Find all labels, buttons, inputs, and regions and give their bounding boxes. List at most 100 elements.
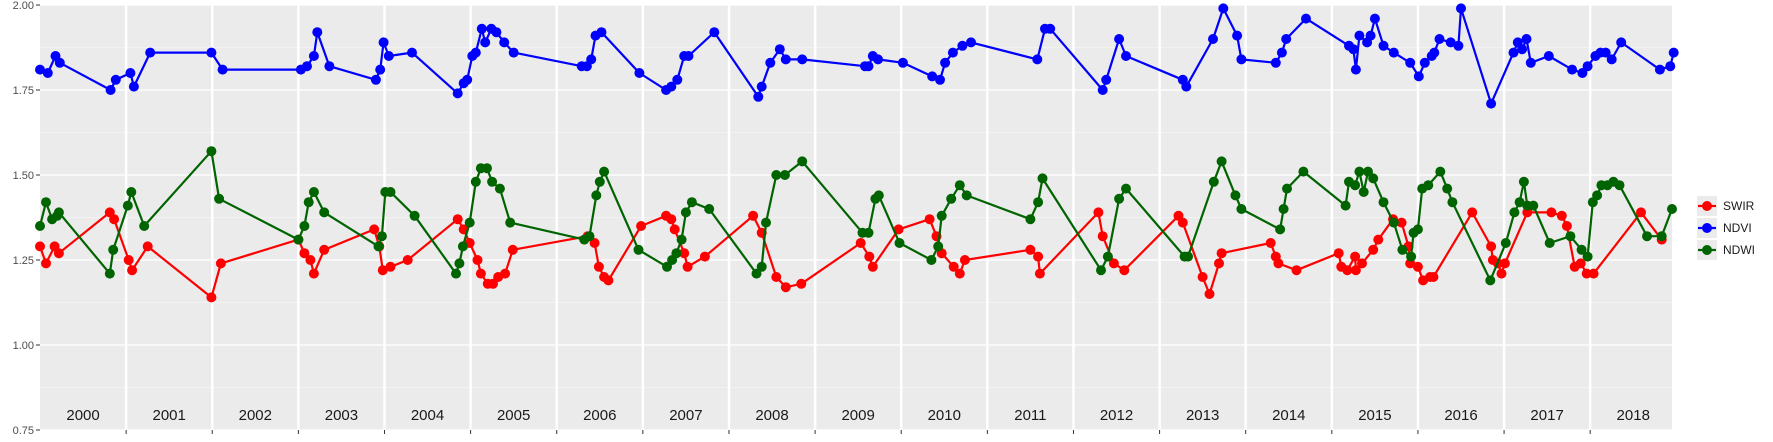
y-axis: 0.75 1.00 1.25 1.50 1.75 2.00 [13,0,40,437]
data-point-ndwi [470,176,481,187]
data-point-ndvi [370,74,381,85]
data-point-ndvi [312,27,323,38]
data-point-ndwi [122,200,133,211]
data-point-ndvi [480,37,491,48]
data-point-swir [507,244,518,255]
data-point-ndvi [1388,47,1399,58]
data-point-ndwi [451,268,461,279]
data-point-swir [127,265,138,276]
data-point-ndvi [1354,30,1365,41]
data-point-ndwi [454,258,465,269]
data-point-ndwi [936,210,947,221]
data-point-ndwi [671,248,682,259]
data-point-swir [1265,238,1276,248]
data-point-ndwi [584,231,595,242]
legend-key-point [1702,245,1712,255]
data-point-swir [53,248,64,259]
data-point-swir [1333,248,1344,259]
data-point-ndvi [452,88,463,99]
data-point-ndvi [683,51,694,61]
data-point-ndwi [1216,156,1227,167]
data-point-swir [1357,258,1367,269]
data-point-ndvi [897,57,908,68]
data-point-ndwi [1528,200,1539,211]
data-point-ndwi [961,190,972,201]
data-point-swir [1428,272,1439,282]
data-point-swir [780,282,791,293]
data-point-swir [1561,221,1572,231]
legend-item-swir[interactable]: SWIR [1697,196,1755,216]
data-point-ndwi [505,217,516,228]
data-point-swir [1467,207,1478,218]
data-point-swir [299,248,310,259]
data-point-ndvi [324,61,335,72]
legend-label: NDWI [1723,243,1755,257]
data-point-swir [1556,210,1567,221]
data-point-ndvi [1101,74,1112,85]
data-point-swir [669,224,680,235]
data-point-ndvi [1543,51,1554,61]
data-point-ndwi [1397,244,1408,255]
data-point-ndvi [1369,13,1380,24]
x-axis: 2000 2001 2002 2003 2004 2005 2006 2007 2008 2009… [66,407,1650,434]
legend-item-ndwi[interactable]: NDWI [1697,240,1755,260]
data-point-ndwi [1037,173,1048,184]
data-point-swir [1197,272,1208,282]
data-point-ndwi [1282,183,1292,194]
year-label: 2007 [669,407,702,424]
data-point-ndvi [407,47,417,58]
data-point-ndwi [1121,183,1131,194]
data-point-swir [699,251,710,262]
data-point-ndvi [145,47,156,58]
data-point-ndvi [1517,44,1528,55]
data-point-ndwi [686,197,697,208]
data-point-ndwi [1500,238,1511,248]
data-point-ndvi [1606,54,1617,65]
data-point-ndwi [1114,193,1125,204]
data-point-ndvi [935,74,945,85]
legend[interactable]: SWIR NDVI NDWI [1697,196,1755,260]
data-point-swir [1636,207,1646,218]
data-point-ndwi [104,268,115,279]
data-point-swir [954,268,965,279]
legend-item-ndvi[interactable]: NDVI [1697,218,1752,238]
year-label: 2013 [1186,407,1219,424]
data-point-ndwi [756,261,767,272]
data-point-swir [385,261,396,272]
data-point-ndwi [482,163,492,174]
data-point-ndwi [676,234,687,245]
data-point-ndvi [940,57,951,68]
data-point-ndwi [680,207,691,218]
data-point-ndwi [771,170,782,180]
data-point-swir [475,268,486,279]
data-point-ndwi [1442,183,1453,194]
legend-label: SWIR [1723,199,1755,213]
data-point-ndwi [293,234,304,245]
data-point-ndvi [1276,47,1287,58]
data-point-swir [867,261,878,272]
data-point-ndwi [53,207,64,218]
year-label: 2017 [1530,407,1563,424]
data-point-ndwi [873,190,884,201]
data-point-ndwi [409,210,420,221]
data-point-swir [319,244,330,255]
data-point-ndwi [761,217,771,228]
data-point-ndwi [1354,166,1365,177]
data-point-swir [1350,251,1361,262]
data-point-ndwi [1340,200,1351,211]
data-point-swir [142,241,153,252]
data-point-ndvi [586,54,597,65]
data-point-ndwi [1576,244,1587,255]
data-point-ndvi [1525,57,1536,68]
data-point-ndwi [457,241,468,252]
data-point-swir [1496,268,1507,279]
data-point-ndvi [470,47,481,58]
data-point-ndwi [1102,251,1113,262]
data-point-swir [1350,265,1361,276]
data-point-swir [35,241,45,252]
data-point-ndvi [1413,71,1424,82]
data-point-ndvi [217,64,228,75]
data-point-swir [369,224,380,235]
data-point-ndwi [1614,180,1625,191]
data-point-swir [1575,258,1586,269]
